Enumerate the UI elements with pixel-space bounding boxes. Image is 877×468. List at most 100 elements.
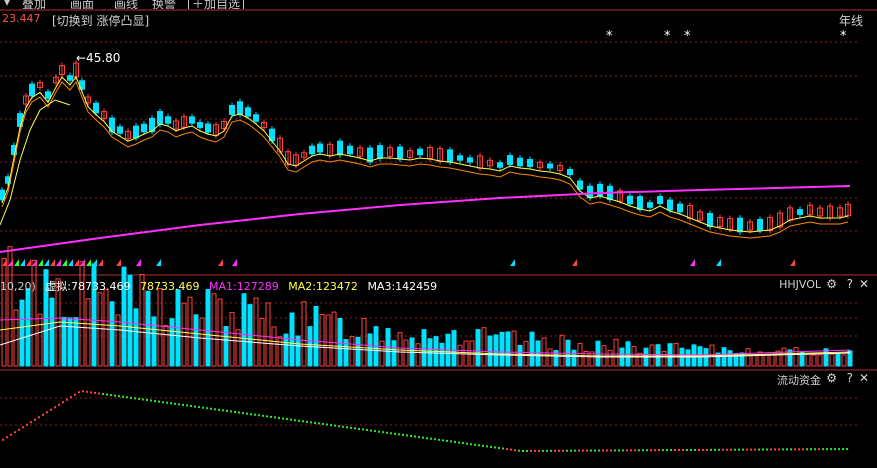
flow-dot	[598, 449, 600, 452]
candle-body	[261, 121, 267, 129]
flow-dot	[582, 449, 584, 452]
volume-bar	[43, 269, 49, 367]
volume-bar	[469, 340, 475, 367]
flow-dot	[74, 393, 76, 396]
candle-body	[245, 107, 251, 117]
flow-dot	[726, 448, 728, 451]
flow-dot	[818, 448, 820, 451]
flow-dot	[158, 400, 160, 403]
flow-dot	[278, 417, 280, 419]
volume-bar	[31, 259, 37, 367]
volume-bar	[205, 289, 211, 367]
candle-body	[387, 147, 393, 157]
flow-dot	[502, 447, 504, 450]
flow-dot	[734, 448, 736, 451]
flow-dot	[318, 422, 320, 425]
volume-bar	[835, 353, 841, 367]
flow-dot	[366, 429, 368, 431]
flow-dot	[418, 436, 420, 439]
flow-dot	[526, 449, 528, 452]
candle-body	[707, 213, 713, 227]
signal-marker	[156, 259, 161, 266]
flow-dot	[630, 449, 632, 452]
volume-bar	[421, 329, 427, 367]
volume-bar	[169, 318, 175, 367]
flow-dot	[458, 441, 460, 444]
volume-bar	[541, 337, 547, 367]
flow-gear-icon[interactable]: ⚙	[826, 371, 837, 385]
volume-panel-header: 10,20) 虚拟:78733.469 78733.469 MA1:127289…	[0, 278, 443, 294]
flow-dot	[778, 448, 780, 451]
flow-dot	[70, 396, 72, 399]
annual-line-label[interactable]: 年线	[838, 14, 863, 28]
toolbar-overlay-button[interactable]: 叠加	[22, 0, 47, 9]
volume-bar	[253, 297, 259, 367]
candle-body	[29, 83, 35, 97]
switch-limit-up-button[interactable]: [切换到 涨停凸显]	[52, 14, 150, 28]
flow-dot	[674, 449, 676, 452]
candle-body	[23, 95, 29, 105]
candle-body	[377, 145, 383, 159]
volume-bar	[157, 287, 163, 367]
volume-bar	[301, 301, 307, 367]
candle-body	[367, 147, 373, 163]
volume-bar	[211, 293, 217, 367]
flow-dot	[46, 411, 48, 414]
flow-dot	[98, 392, 100, 395]
volume-gear-icon[interactable]: ⚙	[826, 277, 837, 291]
flow-close-icon[interactable]: ✕	[858, 371, 869, 385]
toolbar-screen-button[interactable]: 画面	[70, 0, 95, 9]
volume-indicator-name[interactable]: HHJVOL	[779, 278, 821, 291]
volume-bar	[553, 350, 559, 367]
flow-indicator-name[interactable]: 流动资金	[777, 374, 821, 387]
volume-bar	[751, 354, 757, 367]
volume-bar	[295, 335, 301, 367]
candle-body	[497, 162, 503, 168]
candle-body	[697, 211, 703, 221]
price-label: 23.447	[2, 12, 41, 25]
flow-dot	[290, 418, 292, 421]
flow-dot	[534, 449, 536, 452]
candle-body	[547, 163, 553, 169]
flow-dot	[202, 406, 204, 409]
flow-dot	[466, 442, 468, 445]
candle-body	[293, 154, 299, 166]
candle-body	[587, 185, 593, 199]
flow-dot	[338, 425, 340, 428]
volume-close-icon[interactable]: ✕	[858, 277, 869, 291]
signal-marker	[510, 259, 515, 266]
flow-dot	[482, 444, 484, 447]
volume-bar	[439, 342, 445, 367]
flow-dot	[398, 433, 400, 436]
toolbar-add-favorite-button[interactable]: ＋加自选	[188, 0, 245, 9]
flow-help-icon[interactable]: ?	[846, 371, 853, 385]
volume-bar	[571, 349, 577, 367]
volume-bar	[379, 340, 385, 367]
flow-dot	[610, 449, 612, 452]
flow-dot	[430, 437, 432, 440]
flow-dot	[770, 448, 772, 451]
volume-bar	[13, 309, 19, 367]
volume-bar	[337, 317, 343, 367]
candle-body	[577, 180, 583, 190]
toolbar-alert-button[interactable]: 换警	[152, 0, 177, 9]
toolbar-dropdown-icon[interactable]: ▾	[4, 0, 11, 9]
volume-bar	[265, 302, 271, 367]
volume-bar	[499, 331, 505, 367]
flow-dot	[286, 418, 288, 421]
candle-body	[67, 75, 73, 81]
volume-bar	[739, 352, 745, 367]
candle-body	[407, 150, 413, 158]
ma1-value: MA1:127289	[209, 280, 279, 293]
candle-body	[845, 203, 851, 217]
flow-dot	[810, 448, 812, 451]
add-favorite-label: 加自选	[204, 0, 241, 9]
volume-help-icon[interactable]: ?	[846, 277, 853, 291]
flow-dot	[762, 448, 764, 451]
flow-dot	[154, 400, 156, 403]
candle-body	[221, 120, 227, 130]
volume-bar	[661, 350, 667, 367]
flow-dot	[518, 449, 520, 452]
toolbar-drawline-button[interactable]: 画线	[114, 0, 139, 9]
